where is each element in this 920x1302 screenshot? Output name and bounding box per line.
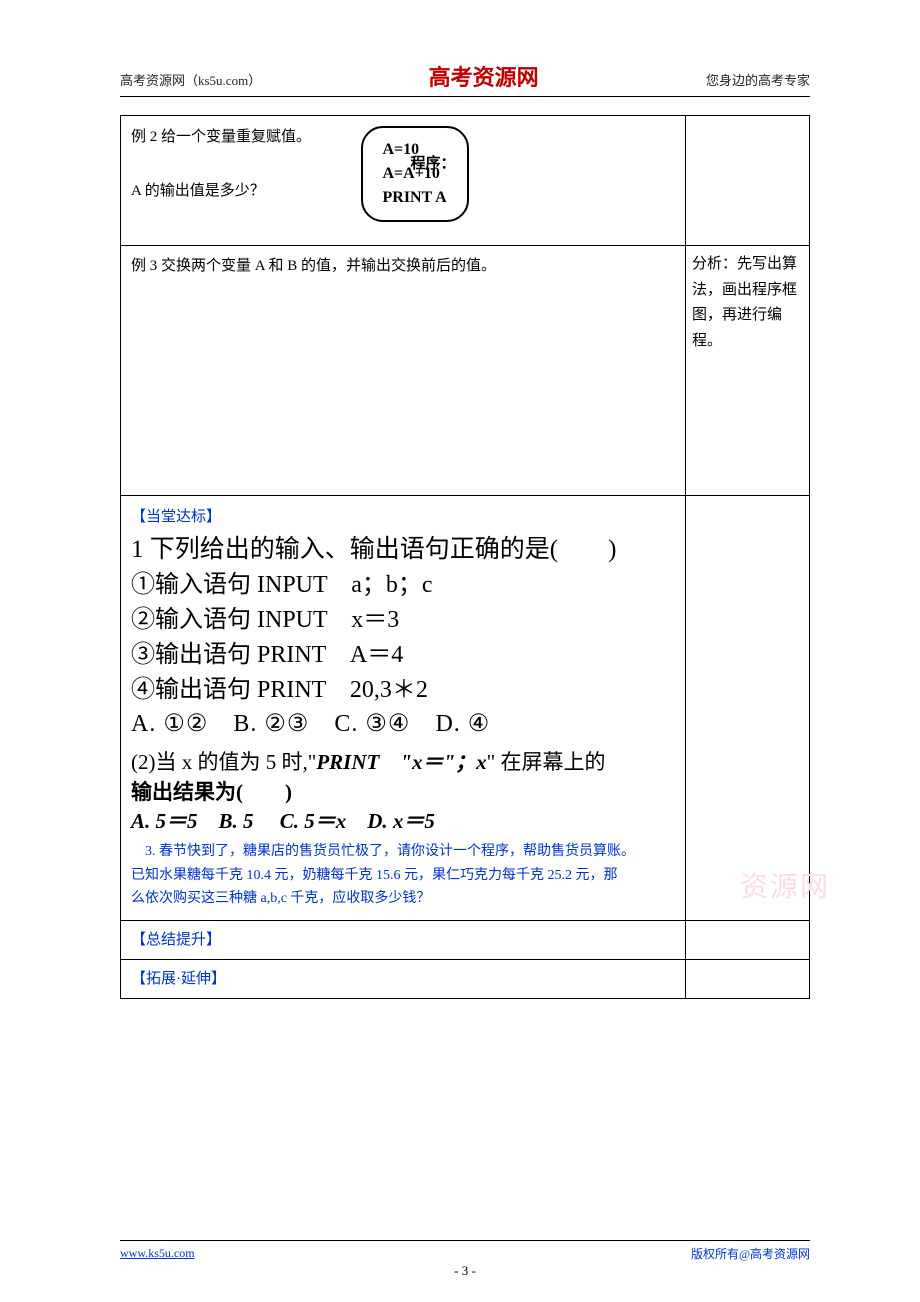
q2-text-c: " 在屏幕上的 bbox=[487, 750, 606, 774]
code-line-3: PRINT A bbox=[383, 186, 447, 210]
example2-cell: 例 2 给一个变量重复赋值。 程序： A 的输出值是多少？ A=10 A=A+1… bbox=[121, 116, 686, 246]
q1-opt1: ①输入语句 INPUT a；b；c bbox=[131, 568, 675, 603]
footer-url[interactable]: www.ks5u.com bbox=[120, 1246, 195, 1261]
q2-text-a: (2)当 x 的值为 5 时," bbox=[131, 750, 316, 774]
example3-cell: 例 3 交换两个变量 A 和 B 的值，并输出交换前后的值。 bbox=[121, 246, 686, 496]
summary-cell: 【总结提升】 bbox=[121, 920, 686, 959]
header-brand: 高考资源网 bbox=[429, 60, 539, 92]
page-header: 高考资源网（ks5u.com） 高考资源网 您身边的高考专家 bbox=[120, 60, 810, 97]
q1-choices: A. ①② B. ②③ C. ③④ D. ④ bbox=[131, 707, 675, 742]
header-left-text: 高考资源网（ks5u.com） bbox=[120, 70, 261, 89]
quiz-cell: 【当堂达标】 1 下列给出的输入、输出语句正确的是( ) ①输入语句 INPUT… bbox=[121, 496, 686, 921]
q1-opt2: ②输入语句 INPUT x＝3 bbox=[131, 603, 675, 638]
footer-copyright: 版权所有@高考资源网 bbox=[691, 1245, 810, 1262]
extension-cell: 【拓展·延伸】 bbox=[121, 959, 686, 998]
content-table: 例 2 给一个变量重复赋值。 程序： A 的输出值是多少？ A=10 A=A+1… bbox=[120, 115, 810, 999]
extension-note-cell bbox=[685, 959, 809, 998]
q3-line1: 3. 春节快到了，糖果店的售货员忙极了，请你设计一个程序，帮助售货员算账。 bbox=[131, 840, 675, 863]
example3-analysis-cell: 分析：先写出算法，画出程序框图，再进行编程。 bbox=[685, 246, 809, 496]
q2-options: A. 5＝5 B. 5 C. 5＝x D. x＝5 bbox=[131, 807, 675, 836]
q1-stem: 1 下列给出的输入、输出语句正确的是( ) bbox=[131, 532, 675, 568]
header-right-text: 您身边的高考专家 bbox=[706, 70, 810, 89]
quiz-note-cell bbox=[685, 496, 809, 921]
quiz-section-title: 【当堂达标】 bbox=[131, 502, 675, 532]
q3-line3: 么依次购买这三种糖 a,b,c 千克，应收取多少钱？ bbox=[131, 887, 675, 910]
q2-text-b: PRINT "x＝"；x bbox=[316, 750, 486, 774]
summary-note-cell bbox=[685, 920, 809, 959]
extension-title: 【拓展·延伸】 bbox=[131, 964, 675, 994]
example3-text: 例 3 交换两个变量 A 和 B 的值，并输出交换前后的值。 bbox=[131, 254, 675, 275]
code-line-1: A=10 bbox=[383, 138, 447, 162]
q1-opt3: ③输出语句 PRINT A＝4 bbox=[131, 638, 675, 673]
example3-analysis: 分析：先写出算法，画出程序框图，再进行编程。 bbox=[692, 252, 803, 354]
code-box: A=10 A=A+10 PRINT A bbox=[361, 126, 469, 222]
example2-note-cell bbox=[685, 116, 809, 246]
watermark: 资源网 bbox=[740, 865, 830, 905]
summary-title: 【总结提升】 bbox=[131, 925, 675, 955]
page-footer: www.ks5u.com - 3 - 版权所有@高考资源网 bbox=[120, 1240, 810, 1262]
q3-line2: 已知水果糖每千克 10.4 元，奶糖每千克 15.6 元，果仁巧克力每千克 25… bbox=[131, 864, 675, 887]
code-line-2: A=A+10 bbox=[383, 162, 447, 186]
q2-text-d: 输出结果为( ) bbox=[131, 778, 675, 807]
q1-opt4: ④输出语句 PRINT 20,3＊2 bbox=[131, 673, 675, 708]
footer-page-num: - 3 - bbox=[454, 1263, 476, 1279]
